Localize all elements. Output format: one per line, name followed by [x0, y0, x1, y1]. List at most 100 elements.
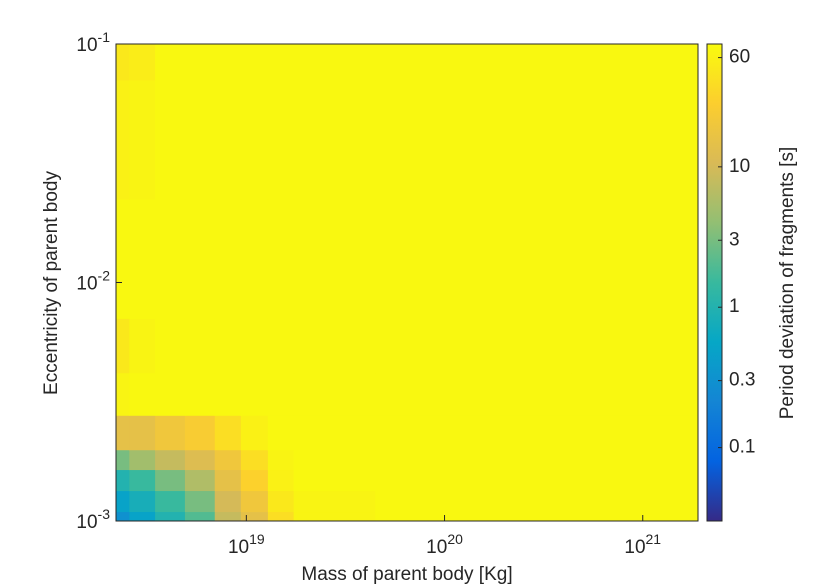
- contour-cell: [184, 415, 216, 451]
- contour-cell: [116, 415, 130, 451]
- contour-cell: [184, 511, 216, 522]
- x-tick-label: 1019: [228, 531, 265, 558]
- contour-cell: [155, 79, 186, 200]
- contour-cell: [214, 79, 242, 200]
- contour-cell: [155, 415, 186, 451]
- contour-cell: [293, 449, 376, 471]
- contour-cell: [214, 44, 242, 81]
- colorbar-label: Period deviation of fragments [s]: [777, 147, 798, 419]
- contour-cell: [375, 79, 572, 200]
- contour-cell: [155, 44, 186, 81]
- contour-cell: [375, 318, 572, 374]
- colorbar-tick-label: 3: [729, 229, 740, 250]
- contour-cell: [116, 372, 130, 416]
- contour-cell: [571, 318, 699, 374]
- contour-cell: [155, 449, 186, 471]
- contour-cell: [116, 318, 130, 374]
- contour-cell: [267, 415, 295, 451]
- contour-cell: [214, 490, 242, 513]
- contour-cell: [267, 490, 295, 513]
- x-tick-label: 1021: [624, 531, 661, 558]
- contour-cell: [375, 415, 572, 451]
- contour-cell: [129, 199, 156, 319]
- contour-cell: [184, 490, 216, 513]
- contour-cell: [267, 449, 295, 471]
- contour-cell: [129, 449, 156, 471]
- colorbar-tick-label: 60: [729, 47, 750, 68]
- contour-cell: [155, 318, 186, 374]
- contour-cell: [571, 372, 699, 416]
- contour-cell: [129, 469, 156, 492]
- contour-cell: [129, 372, 156, 416]
- contour-cell: [375, 449, 572, 471]
- contour-cell: [240, 318, 269, 374]
- y-tick-label: 10-2: [76, 267, 110, 294]
- contour-cell: [375, 511, 572, 522]
- contour-cell: [293, 511, 376, 522]
- contour-cell: [129, 490, 156, 513]
- contour-cell: [571, 199, 699, 319]
- contour-cell: [293, 415, 376, 451]
- contour-cell: [116, 44, 130, 81]
- contour-cell: [240, 490, 269, 513]
- contour-cell: [129, 44, 156, 81]
- contour-cell: [214, 372, 242, 416]
- contour-cell: [116, 449, 130, 471]
- contour-cell: [293, 199, 376, 319]
- colorbar-tick-label: 1: [729, 296, 740, 317]
- contour-cell: [571, 44, 699, 81]
- colorbar: [706, 43, 723, 522]
- contour-cell: [184, 449, 216, 471]
- contour-cell: [267, 44, 295, 81]
- colorbar-tick-label: 0.3: [729, 370, 755, 391]
- contour-cell: [155, 372, 186, 416]
- contour-cell: [240, 199, 269, 319]
- contour-cell: [240, 449, 269, 471]
- contour-cell: [375, 372, 572, 416]
- contour-cell: [293, 490, 376, 513]
- contour-cell: [214, 449, 242, 471]
- contour-cell: [571, 79, 699, 200]
- contour-cell: [240, 79, 269, 200]
- contour-cell: [375, 490, 572, 513]
- contour-cell: [293, 372, 376, 416]
- contour-cell: [184, 318, 216, 374]
- contour-cell: [571, 490, 699, 513]
- contour-cell: [116, 511, 130, 522]
- contour-cell: [214, 318, 242, 374]
- contour-cell: [240, 469, 269, 492]
- contour-cell: [267, 79, 295, 200]
- contour-cell: [293, 79, 376, 200]
- contour-cell: [155, 490, 186, 513]
- contour-cell: [375, 469, 572, 492]
- contour-cell: [184, 79, 216, 200]
- contour-cell: [129, 318, 156, 374]
- contour-cell: [293, 318, 376, 374]
- contour-cell: [267, 318, 295, 374]
- contour-cell: [240, 44, 269, 81]
- contour-cell: [293, 44, 376, 81]
- contour-cell: [129, 511, 156, 522]
- contour-cell: [375, 199, 572, 319]
- contour-cell: [184, 44, 216, 81]
- contour-cell: [214, 415, 242, 451]
- y-tick-label: 10-1: [76, 29, 110, 56]
- contour-cell: [116, 490, 130, 513]
- contour-cell: [240, 511, 269, 522]
- contour-cell: [240, 372, 269, 416]
- contour-cell: [214, 199, 242, 319]
- contour-cell: [184, 199, 216, 319]
- contour-cell: [293, 469, 376, 492]
- contour-cell: [571, 449, 699, 471]
- contour-cell: [214, 511, 242, 522]
- contour-cell: [267, 372, 295, 416]
- contour-cell: [155, 199, 186, 319]
- contour-cell: [571, 511, 699, 522]
- contour-cell: [129, 415, 156, 451]
- contour-cell: [155, 511, 186, 522]
- contour-cell: [267, 511, 295, 522]
- colorbar-tick-label: 0.1: [729, 437, 755, 458]
- contour-cell: [116, 469, 130, 492]
